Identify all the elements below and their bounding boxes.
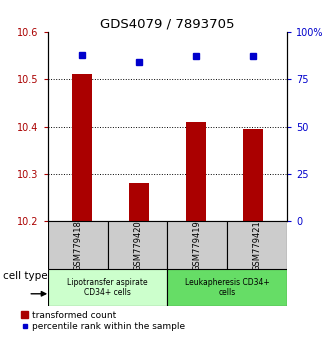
Bar [129,183,149,221]
Text: cell type: cell type [3,271,47,281]
Bar [227,221,287,269]
Legend: transformed count, percentile rank within the sample: transformed count, percentile rank withi… [21,311,185,331]
Text: Lipotransfer aspirate
CD34+ cells: Lipotransfer aspirate CD34+ cells [67,278,148,297]
Bar [48,269,168,306]
Text: GSM779420: GSM779420 [133,220,142,270]
Bar [168,269,287,306]
Title: GDS4079 / 7893705: GDS4079 / 7893705 [100,18,235,31]
Bar [48,221,108,269]
Bar [186,122,206,221]
Text: Leukapheresis CD34+
cells: Leukapheresis CD34+ cells [185,278,270,297]
Bar [72,74,92,221]
Bar [108,221,167,269]
Text: GSM779421: GSM779421 [253,220,262,270]
Bar [243,129,263,221]
Text: GSM779419: GSM779419 [193,220,202,270]
Bar [168,221,227,269]
Text: GSM779418: GSM779418 [73,220,82,270]
